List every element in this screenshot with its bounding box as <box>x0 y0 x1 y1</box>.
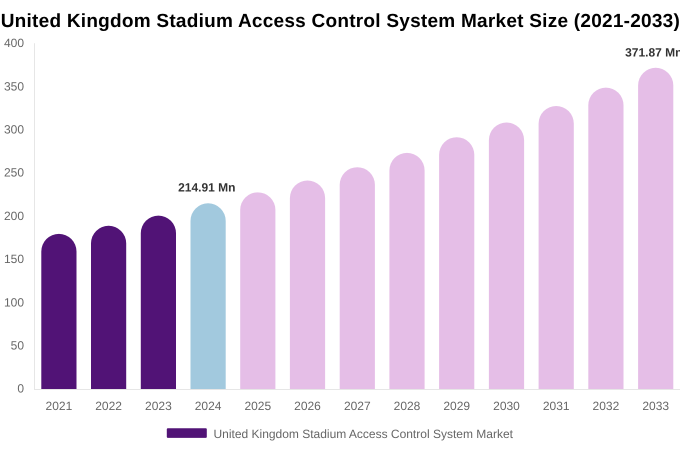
svg-text:371.87 Mn: 371.87 Mn <box>625 45 680 59</box>
svg-text:2030: 2030 <box>493 399 520 413</box>
svg-text:300: 300 <box>4 123 24 137</box>
svg-text:214.91 Mn: 214.91 Mn <box>178 180 235 194</box>
svg-text:150: 150 <box>4 252 24 266</box>
svg-text:2028: 2028 <box>394 399 421 413</box>
svg-text:2021: 2021 <box>46 399 73 413</box>
svg-text:2023: 2023 <box>145 399 172 413</box>
svg-text:2025: 2025 <box>244 399 271 413</box>
svg-text:United Kingdom Stadium Access: United Kingdom Stadium Access Control Sy… <box>214 427 514 441</box>
svg-text:2026: 2026 <box>294 399 321 413</box>
svg-text:2024: 2024 <box>195 399 222 413</box>
svg-text:250: 250 <box>4 166 24 180</box>
svg-text:350: 350 <box>4 79 24 93</box>
svg-text:United Kingdom Stadium Access: United Kingdom Stadium Access Control Sy… <box>1 11 680 32</box>
svg-text:2022: 2022 <box>95 399 122 413</box>
svg-text:2027: 2027 <box>344 399 371 413</box>
svg-text:2032: 2032 <box>593 399 620 413</box>
svg-text:2033: 2033 <box>642 399 669 413</box>
svg-text:200: 200 <box>4 209 24 223</box>
svg-text:2029: 2029 <box>443 399 470 413</box>
svg-text:100: 100 <box>4 295 24 309</box>
svg-text:50: 50 <box>11 339 25 353</box>
svg-text:2031: 2031 <box>543 399 570 413</box>
svg-text:400: 400 <box>4 36 24 50</box>
svg-text:0: 0 <box>17 382 24 396</box>
